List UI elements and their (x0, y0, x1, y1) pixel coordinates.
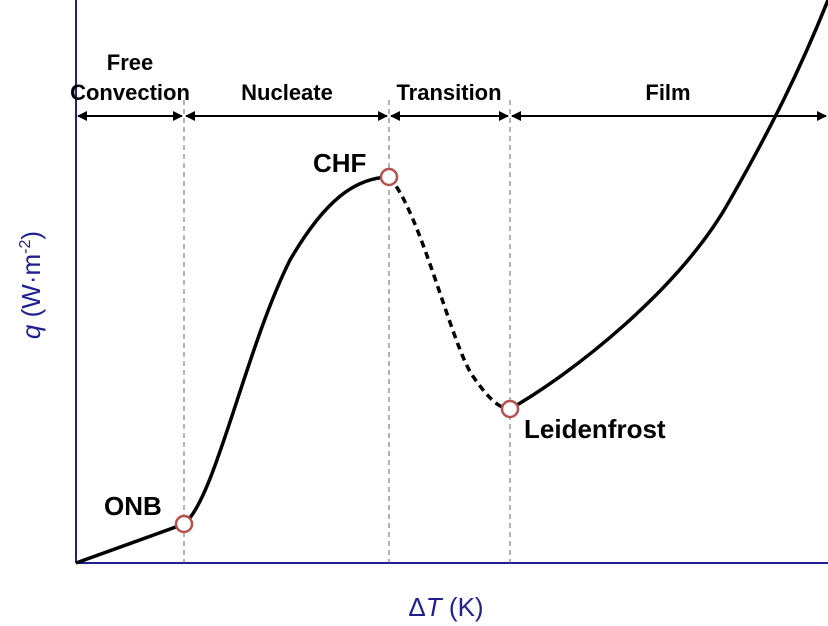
point-marker-chf (379, 167, 399, 187)
region-label-film: Film (645, 80, 690, 105)
curve-transition (387, 175, 511, 411)
point-label-leidenfrost: Leidenfrost (524, 414, 666, 444)
y-axis-label-unit-pre: (W·m (16, 254, 46, 325)
point-label-chf: CHF (313, 148, 366, 178)
region-label-free-convection-line1: Free (107, 50, 153, 75)
region-label-transition: Transition (396, 80, 501, 105)
curve-film (509, 0, 828, 411)
region-label-free-convection-line2: Convection (70, 80, 190, 105)
curve-free-convection (75, 522, 185, 565)
x-axis-label-symbol: Δ (408, 592, 425, 622)
curve-nucleate (182, 175, 390, 526)
y-axis-label: q (W·m-2) (16, 231, 46, 339)
y-axis-label-unit-post: ) (16, 231, 46, 240)
y-axis-label-sup: -2 (17, 240, 34, 254)
region-label-nucleate: Nucleate (241, 80, 333, 105)
point-marker-leidenfrost (500, 399, 520, 419)
y-axis-label-var: q (16, 324, 46, 339)
point-label-onb: ONB (104, 491, 162, 521)
x-axis-label-unit: (K) (442, 592, 484, 622)
x-axis-label-var: T (426, 592, 444, 622)
point-marker-onb (174, 514, 194, 534)
x-axis-label: ΔT (K) (408, 592, 483, 622)
